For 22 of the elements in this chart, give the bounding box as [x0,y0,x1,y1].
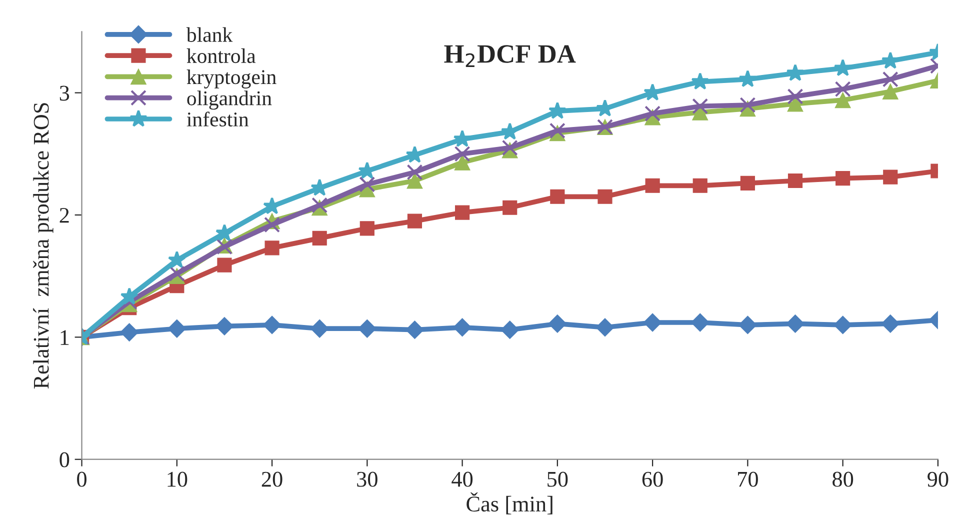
x-tick-label: 80 [832,472,854,487]
y-tick-label: 0 [60,452,70,468]
legend-label: kryptogein [186,70,276,88]
x-tick-label: 0 [77,472,86,487]
y-tick-label: 2 [60,208,69,223]
legend-label: blank [186,27,233,42]
chart-title: H$_{2}$DCF DA [444,45,576,67]
y-tick-label: 3 [60,86,70,101]
y-tick-label: 1 [60,330,69,345]
legend-label: kontrola [186,48,256,64]
x-tick-label: 60 [642,472,663,487]
x-tick-label: 20 [262,472,282,487]
x-tick-label: 40 [452,472,473,487]
x-tick-label: 30 [357,472,378,487]
legend-label: infestin [186,112,249,127]
y-axis-title: Relativní změna produkce ROS [33,103,54,389]
x-tick-label: 10 [168,472,188,487]
x-tick-label: 70 [738,472,758,487]
x-tick-label: 90 [928,472,948,487]
x-axis-title: Čas [min] [466,492,552,514]
legend-label: oligandrin [187,90,272,110]
x-tick-label: 50 [548,472,568,487]
